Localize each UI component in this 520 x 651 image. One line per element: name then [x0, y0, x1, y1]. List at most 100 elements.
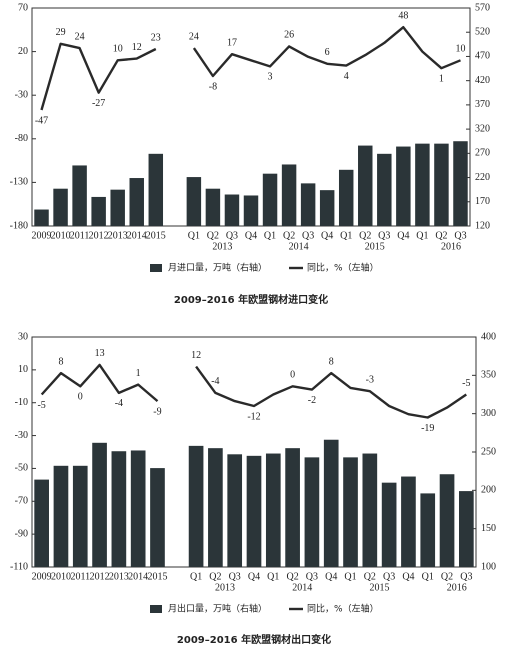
bar: [92, 442, 107, 567]
bar: [34, 209, 49, 226]
data-label: -4: [211, 376, 219, 387]
data-label: 48: [398, 10, 408, 21]
y2-tick-label: 200: [481, 485, 496, 496]
bar: [420, 493, 436, 567]
x-tick-label: Q2: [209, 571, 221, 582]
y-tick-label: -110: [10, 561, 28, 572]
x-group-label: 2016: [441, 241, 461, 252]
x-tick-label: 2011: [70, 230, 90, 241]
bar: [362, 453, 378, 567]
x-tick-label: 2010: [51, 230, 71, 241]
y-tick-label: -30: [15, 430, 28, 441]
x-tick-label: 2012: [90, 571, 110, 582]
bar: [358, 145, 373, 226]
x-tick-label: Q3: [226, 230, 238, 241]
bar: [34, 479, 49, 567]
y-tick-label: 30: [18, 331, 28, 342]
data-label: 6: [325, 47, 330, 58]
data-label: 12: [132, 42, 142, 53]
x-tick-label: Q2: [286, 571, 298, 582]
data-label: -5: [37, 400, 45, 411]
line: [40, 26, 461, 111]
bar: [319, 190, 335, 226]
y2-tick-label: 220: [475, 172, 490, 183]
y2-tick-label: 100: [481, 561, 496, 572]
bar: [227, 454, 243, 567]
data-label: -12: [247, 411, 260, 422]
x-tick-label: Q2: [441, 571, 453, 582]
bar: [148, 153, 164, 226]
x-tick-label: Q3: [383, 571, 395, 582]
bar: [186, 177, 202, 226]
data-label: 4: [344, 71, 349, 82]
y-tick-label: -80: [15, 133, 28, 144]
y-tick-label: -90: [15, 528, 28, 539]
data-label: -9: [153, 406, 161, 417]
x-group-label: 2015: [365, 241, 385, 252]
y-tick-label: 10: [18, 364, 28, 375]
bar: [343, 457, 358, 567]
x-tick-label: 2013: [109, 571, 129, 582]
bar: [53, 465, 69, 567]
y-tick-label: -50: [15, 463, 28, 474]
data-label: -8: [209, 81, 217, 92]
bar: [262, 173, 278, 226]
x-tick-label: Q3: [460, 571, 472, 582]
data-label: -19: [421, 423, 434, 434]
data-label: 24: [75, 31, 85, 42]
x-group-label: 2014: [289, 241, 309, 252]
y-tick-label: -10: [15, 397, 28, 408]
y2-tick-label: 270: [475, 148, 490, 159]
data-label: 3: [268, 72, 273, 83]
x-tick-label: Q2: [364, 571, 376, 582]
bar: [91, 196, 106, 226]
legend-swatch: [150, 605, 162, 613]
data-label: 12: [191, 350, 201, 361]
x-tick-label: 2013: [108, 230, 128, 241]
x-group-label: 2013: [215, 582, 235, 593]
x-tick-label: Q4: [245, 230, 257, 241]
x-tick-label: Q3: [229, 571, 241, 582]
y2-tick-label: 250: [481, 446, 496, 457]
data-label: 13: [95, 348, 105, 359]
bar: [439, 474, 455, 567]
x-tick-label: Q4: [402, 571, 414, 582]
y-tick-label: -30: [15, 89, 28, 100]
x-tick-label: 2009: [32, 571, 52, 582]
data-label: 0: [78, 392, 83, 403]
bar: [72, 465, 88, 567]
bar: [396, 146, 411, 226]
x-tick-label: Q4: [325, 571, 337, 582]
x-tick-label: 2012: [89, 230, 109, 241]
data-label: 29: [56, 27, 66, 38]
x-tick-label: Q1: [188, 230, 200, 241]
data-label: 1: [439, 73, 444, 84]
x-tick-label: Q1: [344, 571, 356, 582]
data-label: -2: [308, 395, 316, 406]
line: [40, 363, 467, 419]
legend-label: 月进口量，万吨（右轴）: [168, 262, 267, 274]
data-label: 1: [136, 368, 141, 379]
x-tick-label: Q4: [248, 571, 260, 582]
y2-tick-label: 520: [475, 27, 490, 38]
y-tick-label: -130: [10, 177, 28, 188]
bar: [205, 188, 221, 226]
x-tick-label: Q1: [422, 571, 434, 582]
y2-tick-label: 350: [481, 370, 496, 381]
y-tick-label: 70: [18, 2, 28, 13]
x-tick-label: Q3: [454, 230, 466, 241]
x-tick-label: 2015: [146, 230, 166, 241]
x-tick-label: Q2: [435, 230, 447, 241]
x-tick-label: Q2: [283, 230, 295, 241]
y-tick-label: 20: [18, 46, 28, 57]
bar: [188, 445, 204, 567]
x-group-label: 2016: [447, 582, 467, 593]
x-tick-label: 2010: [51, 571, 71, 582]
data-label: 24: [189, 31, 199, 42]
bar: [110, 189, 125, 226]
x-tick-label: Q1: [340, 230, 352, 241]
x-tick-label: 2009: [32, 230, 52, 241]
y2-tick-label: 400: [481, 331, 496, 342]
bar: [281, 164, 297, 226]
